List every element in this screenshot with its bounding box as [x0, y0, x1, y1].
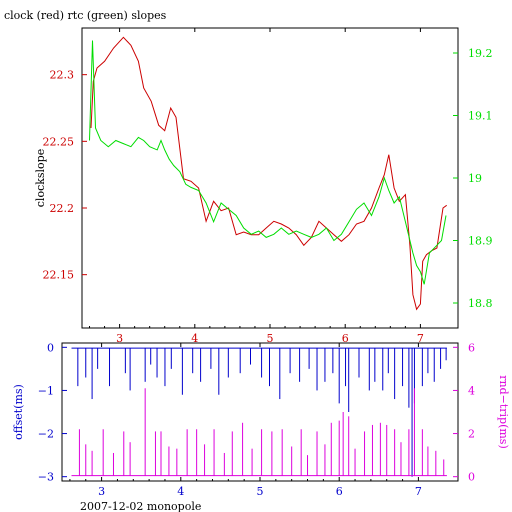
right-axis-ticks: 6 4 2 0 [453, 341, 475, 484]
y-tick-label: 19 [468, 172, 482, 185]
x-tick-label: 5 [267, 332, 274, 345]
offset-axis-label: offset(ms) [12, 384, 25, 440]
y-tick-label: −3 [38, 471, 54, 484]
x-tick-label: 7 [417, 332, 424, 345]
left-axis-label: clockslope [34, 149, 47, 207]
x-tick-label: 4 [177, 485, 184, 498]
x-axis-ticks: 3 4 5 6 7 [69, 343, 422, 498]
x-tick-label: 3 [98, 485, 105, 498]
y-tick-label: 18.8 [468, 297, 493, 310]
y-tick-label: 18.9 [468, 235, 493, 248]
rtc-slope-line [89, 40, 447, 285]
y-tick-label: 4 [468, 384, 475, 397]
x-tick-label: 6 [342, 332, 349, 345]
y-tick-label: 2 [468, 428, 475, 441]
left-axis-ticks: 0 −1 −2 −3 [38, 341, 67, 484]
y-tick-label: 0 [468, 471, 475, 484]
x-tick-label: 5 [257, 485, 264, 498]
y-tick-label: −2 [38, 428, 54, 441]
x-tick-label: 7 [415, 485, 422, 498]
slopes-chart: clock (red) rtc (green) slopes clockslop… [4, 9, 493, 345]
y-tick-label: 19.1 [468, 110, 493, 123]
y-tick-label: 22.3 [50, 69, 75, 82]
x-axis-label: 2007-12-02 monopole [80, 500, 201, 512]
right-axis-ticks: 19.2 19.1 19 18.9 18.8 [453, 47, 493, 310]
x-tick-label: 3 [116, 332, 123, 345]
y-tick-label: −1 [38, 384, 54, 397]
left-axis-ticks: 22.3 22.25 22.2 22.15 [43, 69, 87, 282]
series-group [71, 347, 447, 477]
x-axis-ticks: 3 4 5 6 7 [89, 28, 424, 345]
chart-title: clock (red) rtc (green) slopes [4, 9, 167, 22]
y-tick-label: 22.2 [50, 202, 75, 215]
rnd-trip-axis-label: rnd−trip(ms) [497, 375, 510, 449]
x-tick-label: 4 [191, 332, 198, 345]
y-tick-label: 22.25 [43, 135, 75, 148]
y-tick-label: 19.2 [468, 47, 493, 60]
series-group [89, 36, 447, 311]
y-tick-label: 6 [468, 341, 475, 354]
y-tick-label: 0 [47, 341, 54, 354]
y-tick-label: 22.15 [43, 269, 75, 282]
x-tick-label: 6 [336, 485, 343, 498]
offset-chart: offset(ms) rnd−trip(ms) 2007-12-02 monop… [12, 341, 510, 512]
